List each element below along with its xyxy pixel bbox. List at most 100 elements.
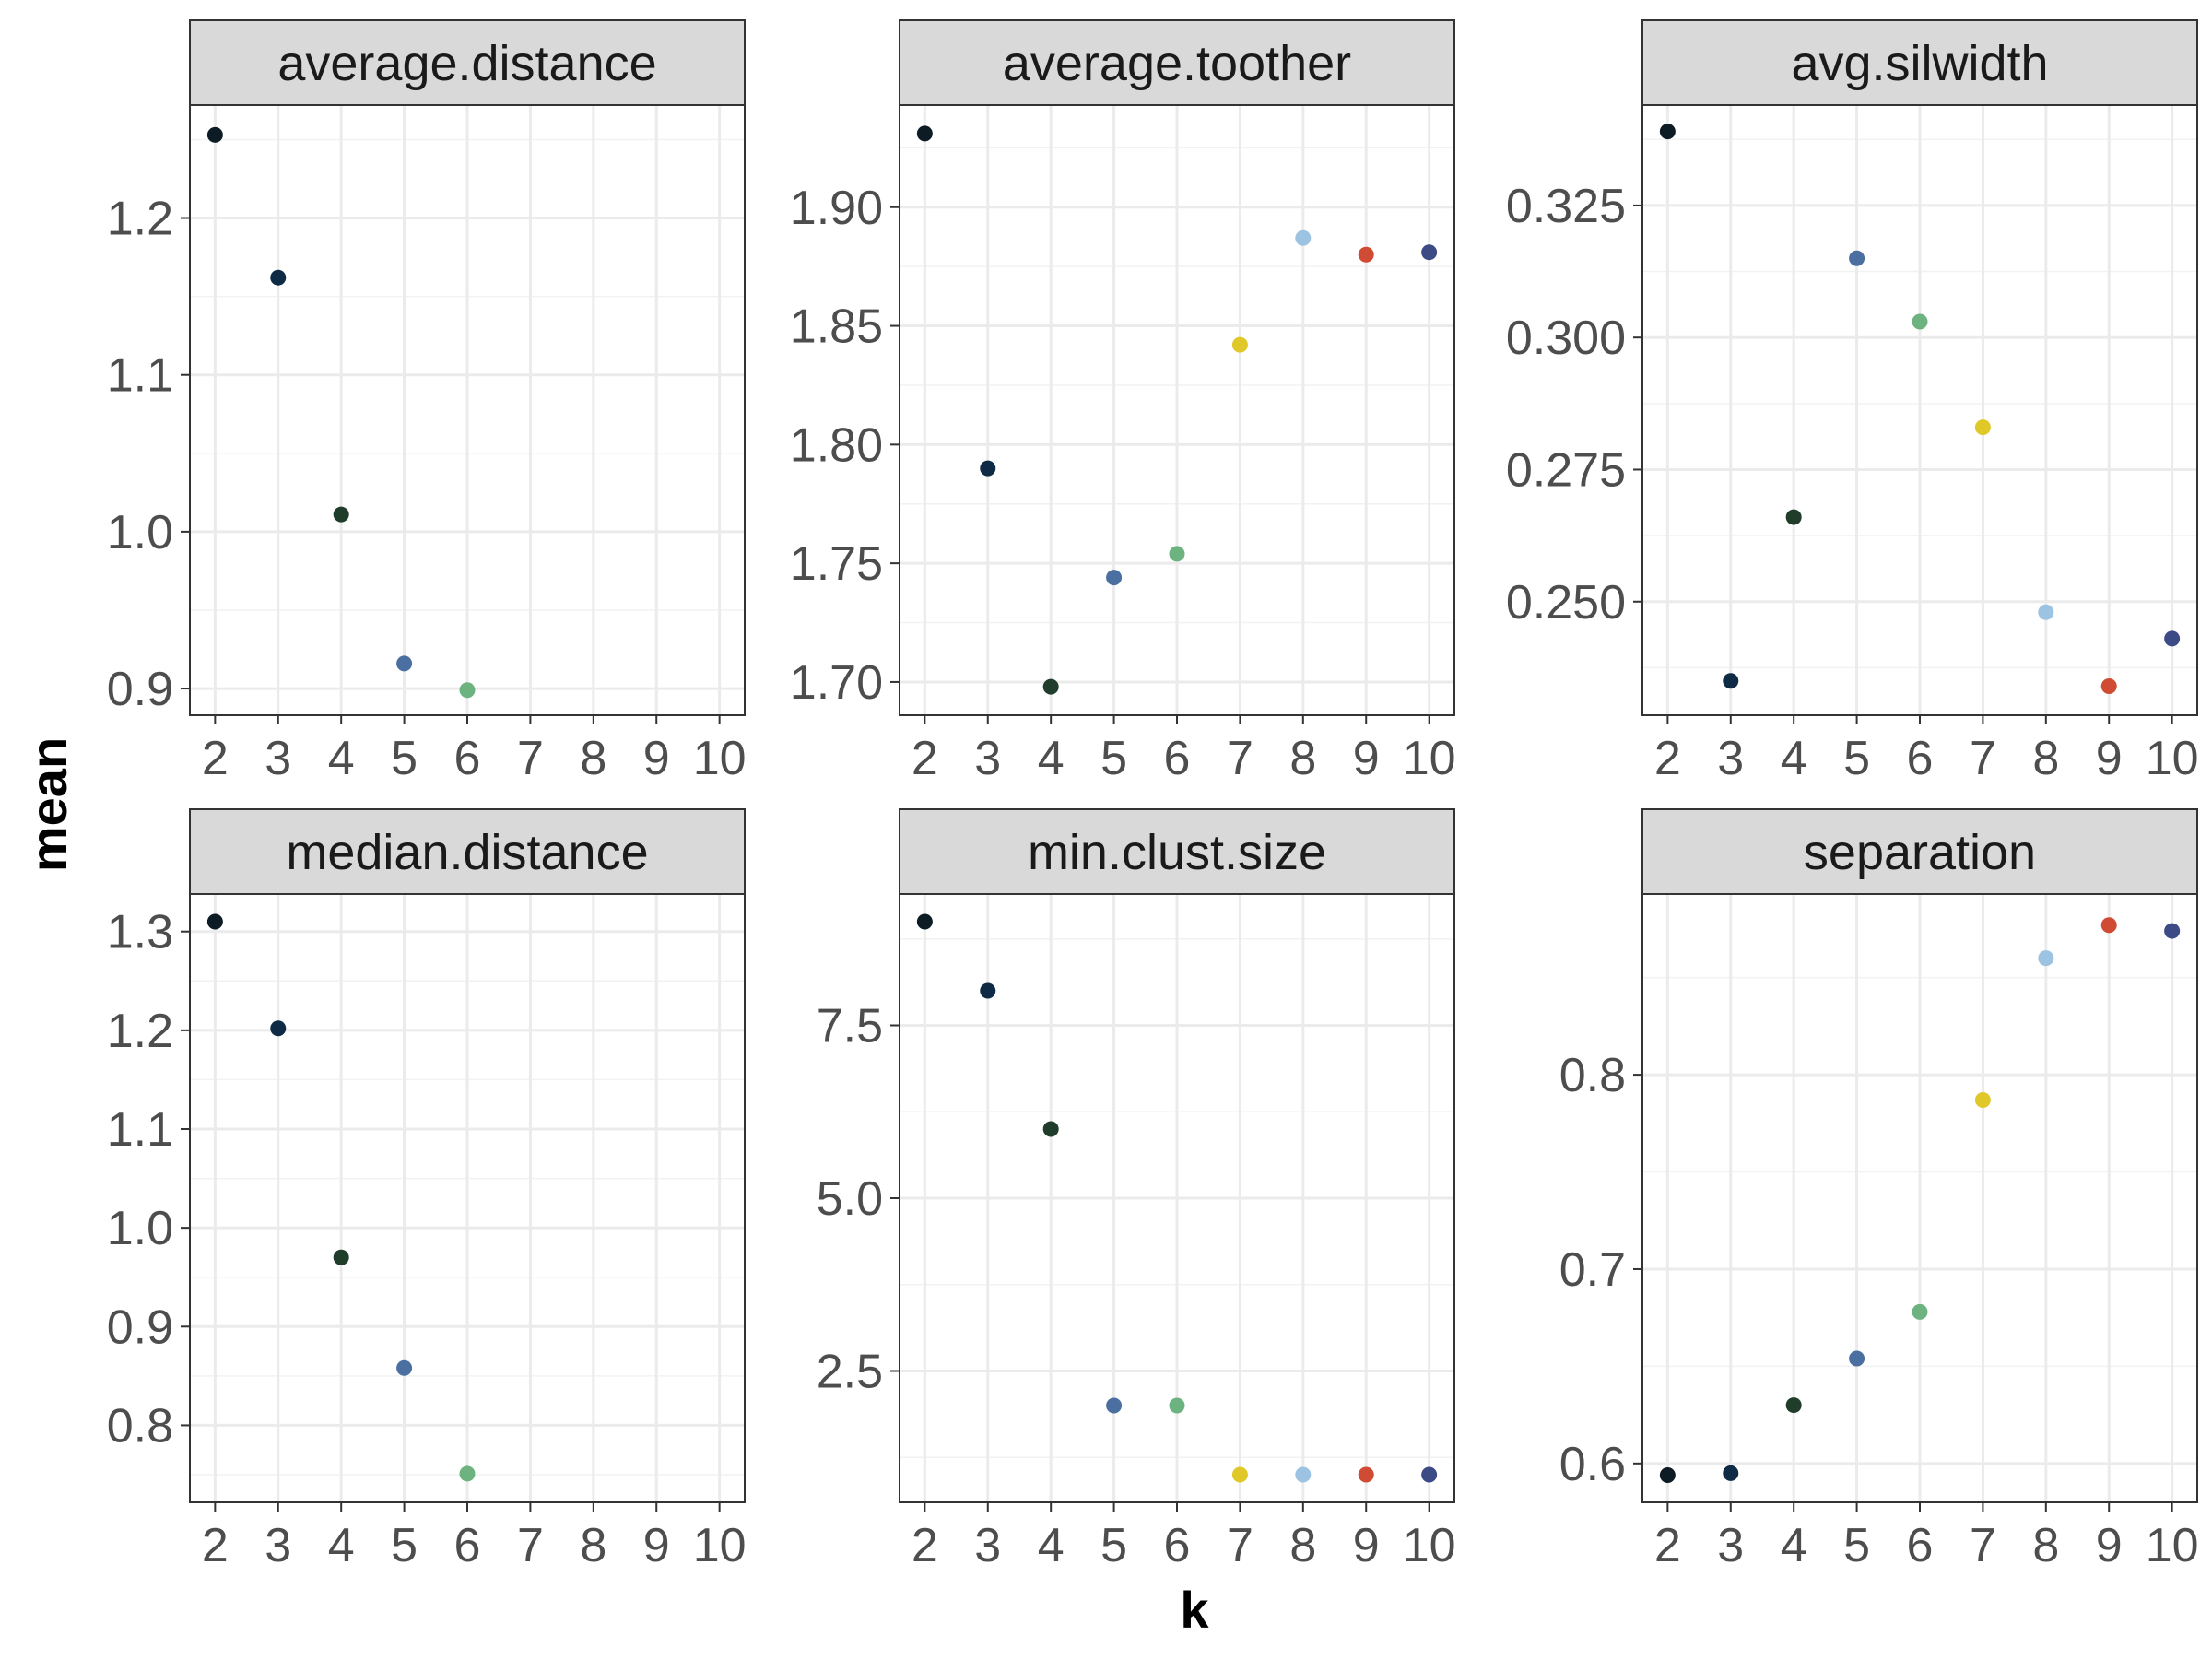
x-tick-label: 8 — [2032, 1519, 2059, 1572]
x-tick-label: 10 — [1403, 732, 1456, 785]
y-tick-label: 0.250 — [1506, 576, 1626, 629]
data-point-k9 — [2100, 677, 2117, 694]
data-point-k5 — [1106, 1397, 1123, 1414]
data-point-k3 — [270, 1020, 287, 1037]
data-point-k6 — [1912, 313, 1928, 330]
facet-panel-average.toother: average.toother 1.70 1.75 1.80 1.85 1.90 2 3 4 5 6… — [790, 19, 1456, 785]
y-tick-label: 0.8 — [1559, 1049, 1626, 1102]
data-point-k4 — [333, 506, 349, 523]
data-point-k9 — [1358, 246, 1374, 263]
y-tick-label: 1.1 — [107, 349, 173, 403]
y-tick-label: 1.80 — [790, 418, 883, 472]
data-point-k3 — [1723, 673, 1739, 689]
x-tick-label: 3 — [1717, 1519, 1744, 1572]
y-tick-label: 0.9 — [107, 663, 173, 716]
x-tick-label: 5 — [1100, 1519, 1127, 1572]
x-tick-label: 8 — [580, 732, 606, 785]
facet-strip — [189, 808, 746, 895]
x-tick-label: 7 — [517, 1519, 544, 1572]
x-tick-label: 9 — [2096, 1519, 2123, 1572]
data-point-k3 — [1723, 1465, 1739, 1481]
data-point-k2 — [206, 126, 223, 143]
y-tick-label: 0.300 — [1506, 312, 1626, 365]
x-tick-label: 4 — [328, 732, 355, 785]
data-point-k6 — [1169, 546, 1185, 562]
facet-panel-avg.silwidth: avg.silwidth 0.250 0.275 0.300 0.325 2 3 4 5 6 7 8 9… — [1506, 19, 2199, 785]
y-tick-label: 1.3 — [107, 906, 173, 959]
data-point-k2 — [1659, 1466, 1676, 1483]
y-tick-label: 1.0 — [107, 506, 173, 559]
y-tick-label: 1.2 — [107, 1005, 173, 1058]
data-point-k5 — [1849, 250, 1865, 266]
x-tick-label: 9 — [1353, 1519, 1380, 1572]
data-point-k8 — [2038, 950, 2054, 967]
x-tick-label: 10 — [693, 1519, 747, 1572]
data-point-k5 — [1849, 1350, 1865, 1367]
data-point-k4 — [1042, 1121, 1059, 1137]
facet-panel-median.distance: median.distance 0.8 0.9 1.0 1.1 1.2 1.3 2 3 4 5 6 7 8… — [107, 808, 747, 1572]
x-tick-label: 5 — [1100, 732, 1127, 785]
y-tick-label: 1.2 — [107, 193, 173, 246]
x-tick-label: 2 — [202, 732, 229, 785]
x-tick-label: 2 — [202, 1519, 229, 1572]
x-tick-label: 6 — [1164, 732, 1191, 785]
facet-strip-label: average.toother — [1003, 36, 1351, 91]
x-tick-label: 5 — [1843, 732, 1870, 785]
data-point-k9 — [2100, 917, 2117, 934]
x-tick-label: 6 — [1164, 1519, 1191, 1572]
x-tick-label: 7 — [1227, 732, 1253, 785]
data-point-k6 — [1169, 1397, 1185, 1414]
x-tick-label: 5 — [391, 732, 418, 785]
data-point-k2 — [206, 913, 223, 930]
x-tick-label: 2 — [1654, 732, 1681, 785]
x-tick-label: 6 — [1907, 732, 1934, 785]
data-point-k4 — [333, 1249, 349, 1265]
facet-strip — [1641, 808, 2198, 895]
x-tick-label: 3 — [1717, 732, 1744, 785]
data-point-k6 — [1912, 1303, 1928, 1320]
data-point-k10 — [2164, 923, 2181, 939]
data-point-k2 — [916, 913, 933, 930]
x-tick-label: 4 — [1781, 732, 1807, 785]
y-tick-label: 1.75 — [790, 537, 883, 591]
x-tick-label: 7 — [1970, 1519, 1996, 1572]
facet-strip-label: avg.silwidth — [1791, 36, 2048, 91]
facet-strip — [899, 808, 1455, 895]
x-tick-label: 3 — [974, 732, 1001, 785]
data-point-k3 — [980, 982, 996, 999]
x-tick-label: 8 — [580, 1519, 606, 1572]
data-point-k4 — [1785, 509, 1802, 525]
facet-strip-label: median.distance — [286, 825, 648, 880]
y-tick-label: 1.90 — [790, 182, 883, 235]
facet-panel-average.distance: average.distance 0.9 1.0 1.1 1.2 2 3 4 5 6 7 8 9 10 — [107, 19, 747, 785]
x-tick-label: 3 — [265, 1519, 291, 1572]
data-point-k5 — [396, 655, 413, 672]
y-axis-title: mean — [19, 737, 77, 872]
x-tick-label: 7 — [1227, 1519, 1253, 1572]
data-point-k8 — [2038, 604, 2054, 620]
y-tick-label: 5.0 — [817, 1172, 883, 1226]
y-tick-label: 1.85 — [790, 300, 883, 354]
x-tick-label: 10 — [693, 732, 747, 785]
facet-strip-label: average.distance — [277, 36, 656, 91]
data-point-k2 — [916, 125, 933, 142]
data-point-k3 — [270, 269, 287, 286]
facet-strip — [189, 19, 746, 106]
data-point-k10 — [1421, 244, 1438, 261]
x-tick-label: 8 — [1289, 1519, 1316, 1572]
x-tick-label: 2 — [1654, 1519, 1681, 1572]
data-point-k7 — [1231, 336, 1248, 353]
x-tick-label: 9 — [643, 732, 670, 785]
data-point-k5 — [1106, 570, 1123, 586]
x-tick-label: 8 — [2032, 732, 2059, 785]
x-tick-label: 5 — [391, 1519, 418, 1572]
facet-strip-label: min.clust.size — [1028, 825, 1326, 880]
y-tick-label: 0.7 — [1559, 1243, 1626, 1297]
data-point-k4 — [1785, 1397, 1802, 1414]
data-point-k6 — [459, 682, 476, 699]
data-point-k7 — [1231, 1466, 1248, 1483]
x-axis-title: k — [1180, 1581, 1209, 1639]
data-point-k7 — [1974, 1092, 1991, 1109]
y-tick-label: 1.0 — [107, 1202, 173, 1255]
